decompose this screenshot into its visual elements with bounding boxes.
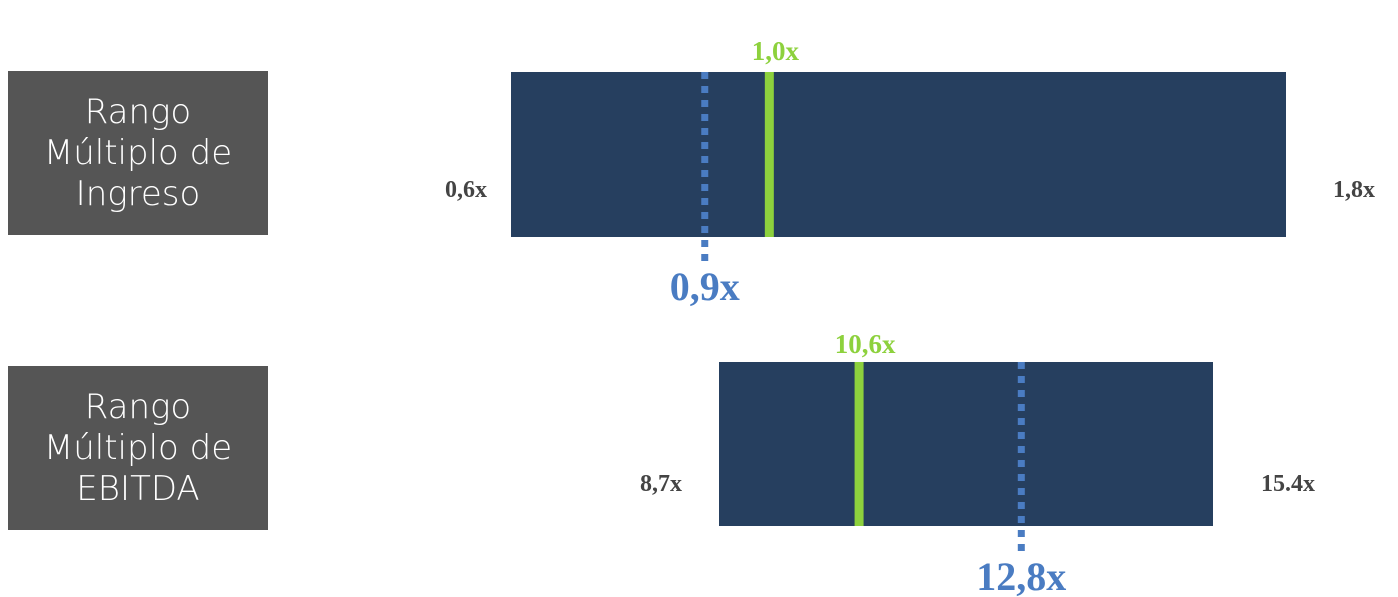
row-label-line: EBITDA	[76, 468, 200, 509]
row-label-line: Rango	[84, 386, 192, 427]
range-min-label: 0,6x	[445, 177, 487, 203]
range-bar	[511, 72, 1286, 237]
range-bar	[719, 362, 1213, 526]
row-label-revenue: Rango Múltiplo de Ingreso	[8, 71, 268, 235]
actual-value-label: 10,6x	[835, 329, 896, 359]
median-value-label: 12,8x	[976, 554, 1066, 597]
range-min-label: 8,7x	[640, 471, 682, 497]
actual-value-label: 1,0x	[752, 36, 800, 66]
row-label-ebitda: Rango Múltiplo de EBITDA	[8, 366, 268, 530]
row-label-line: Rango	[84, 91, 192, 132]
row-label-line: Ingreso	[75, 173, 201, 214]
median-value-label: 0,9x	[670, 264, 740, 309]
range-max-label: 1,8x	[1333, 177, 1375, 203]
row-label-line: Múltiplo de	[43, 132, 233, 173]
range-max-label: 15.4x	[1261, 471, 1315, 497]
row-label-line: Múltiplo de	[43, 427, 233, 468]
